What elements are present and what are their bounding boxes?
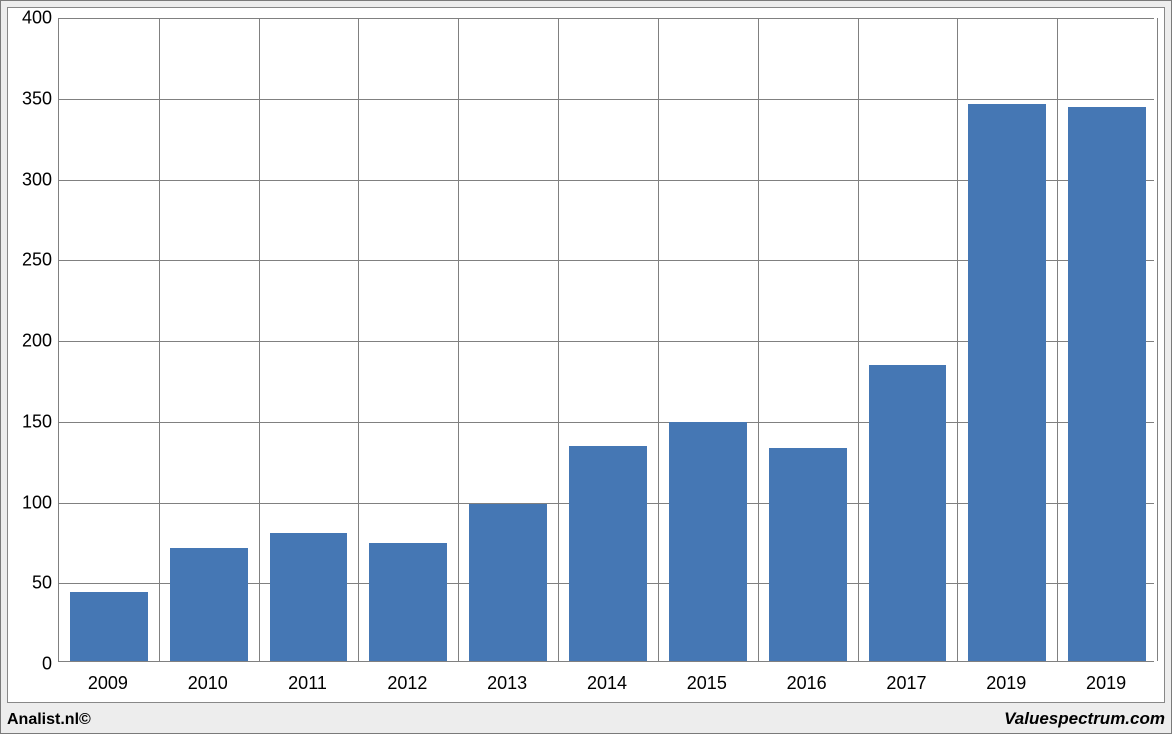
y-tick-label: 100: [8, 492, 52, 513]
y-tick-label: 350: [8, 88, 52, 109]
gridline-vertical: [159, 18, 160, 661]
bar: [369, 543, 447, 661]
x-tick-label: 2012: [387, 673, 427, 694]
gridline-vertical: [957, 18, 958, 661]
x-tick-label: 2009: [88, 673, 128, 694]
gridline-vertical: [658, 18, 659, 661]
bar: [270, 533, 348, 661]
gridline-vertical: [458, 18, 459, 661]
plot-area: [58, 18, 1154, 662]
gridline-vertical: [259, 18, 260, 661]
gridline-vertical: [758, 18, 759, 661]
x-tick-label: 2019: [1086, 673, 1126, 694]
x-tick-label: 2014: [587, 673, 627, 694]
bar: [968, 104, 1046, 661]
bar: [669, 422, 747, 661]
y-tick-label: 400: [8, 8, 52, 29]
x-tick-label: 2016: [787, 673, 827, 694]
footer-right-label: Valuespectrum.com: [1004, 709, 1165, 729]
y-tick-label: 0: [8, 654, 52, 675]
gridline-horizontal: [59, 18, 1154, 19]
x-tick-label: 2010: [188, 673, 228, 694]
x-tick-label: 2017: [886, 673, 926, 694]
chart-container: 0 50 100 150 200 250 300 350 400 2009 2010 2011 2012…: [0, 0, 1172, 734]
gridline-horizontal: [59, 99, 1154, 100]
gridline-vertical: [858, 18, 859, 661]
gridline-vertical: [1157, 18, 1158, 661]
gridline-vertical: [558, 18, 559, 661]
y-tick-label: 150: [8, 411, 52, 432]
y-tick-label: 250: [8, 250, 52, 271]
chart-plot-panel: 0 50 100 150 200 250 300 350 400 2009 2010 2011 2012…: [7, 7, 1165, 703]
bar: [569, 446, 647, 661]
x-tick-label: 2019: [986, 673, 1026, 694]
y-tick-label: 200: [8, 331, 52, 352]
bar: [769, 448, 847, 661]
bar: [70, 592, 148, 661]
gridline-vertical: [1057, 18, 1058, 661]
y-tick-label: 50: [8, 573, 52, 594]
bar: [170, 548, 248, 661]
gridline-vertical: [358, 18, 359, 661]
y-tick-label: 300: [8, 169, 52, 190]
bar: [469, 504, 547, 661]
bar: [869, 365, 947, 661]
x-tick-label: 2011: [288, 673, 327, 694]
x-tick-label: 2015: [687, 673, 727, 694]
footer-left-label: Analist.nl©: [7, 711, 91, 729]
bar: [1068, 107, 1146, 661]
x-tick-label: 2013: [487, 673, 527, 694]
